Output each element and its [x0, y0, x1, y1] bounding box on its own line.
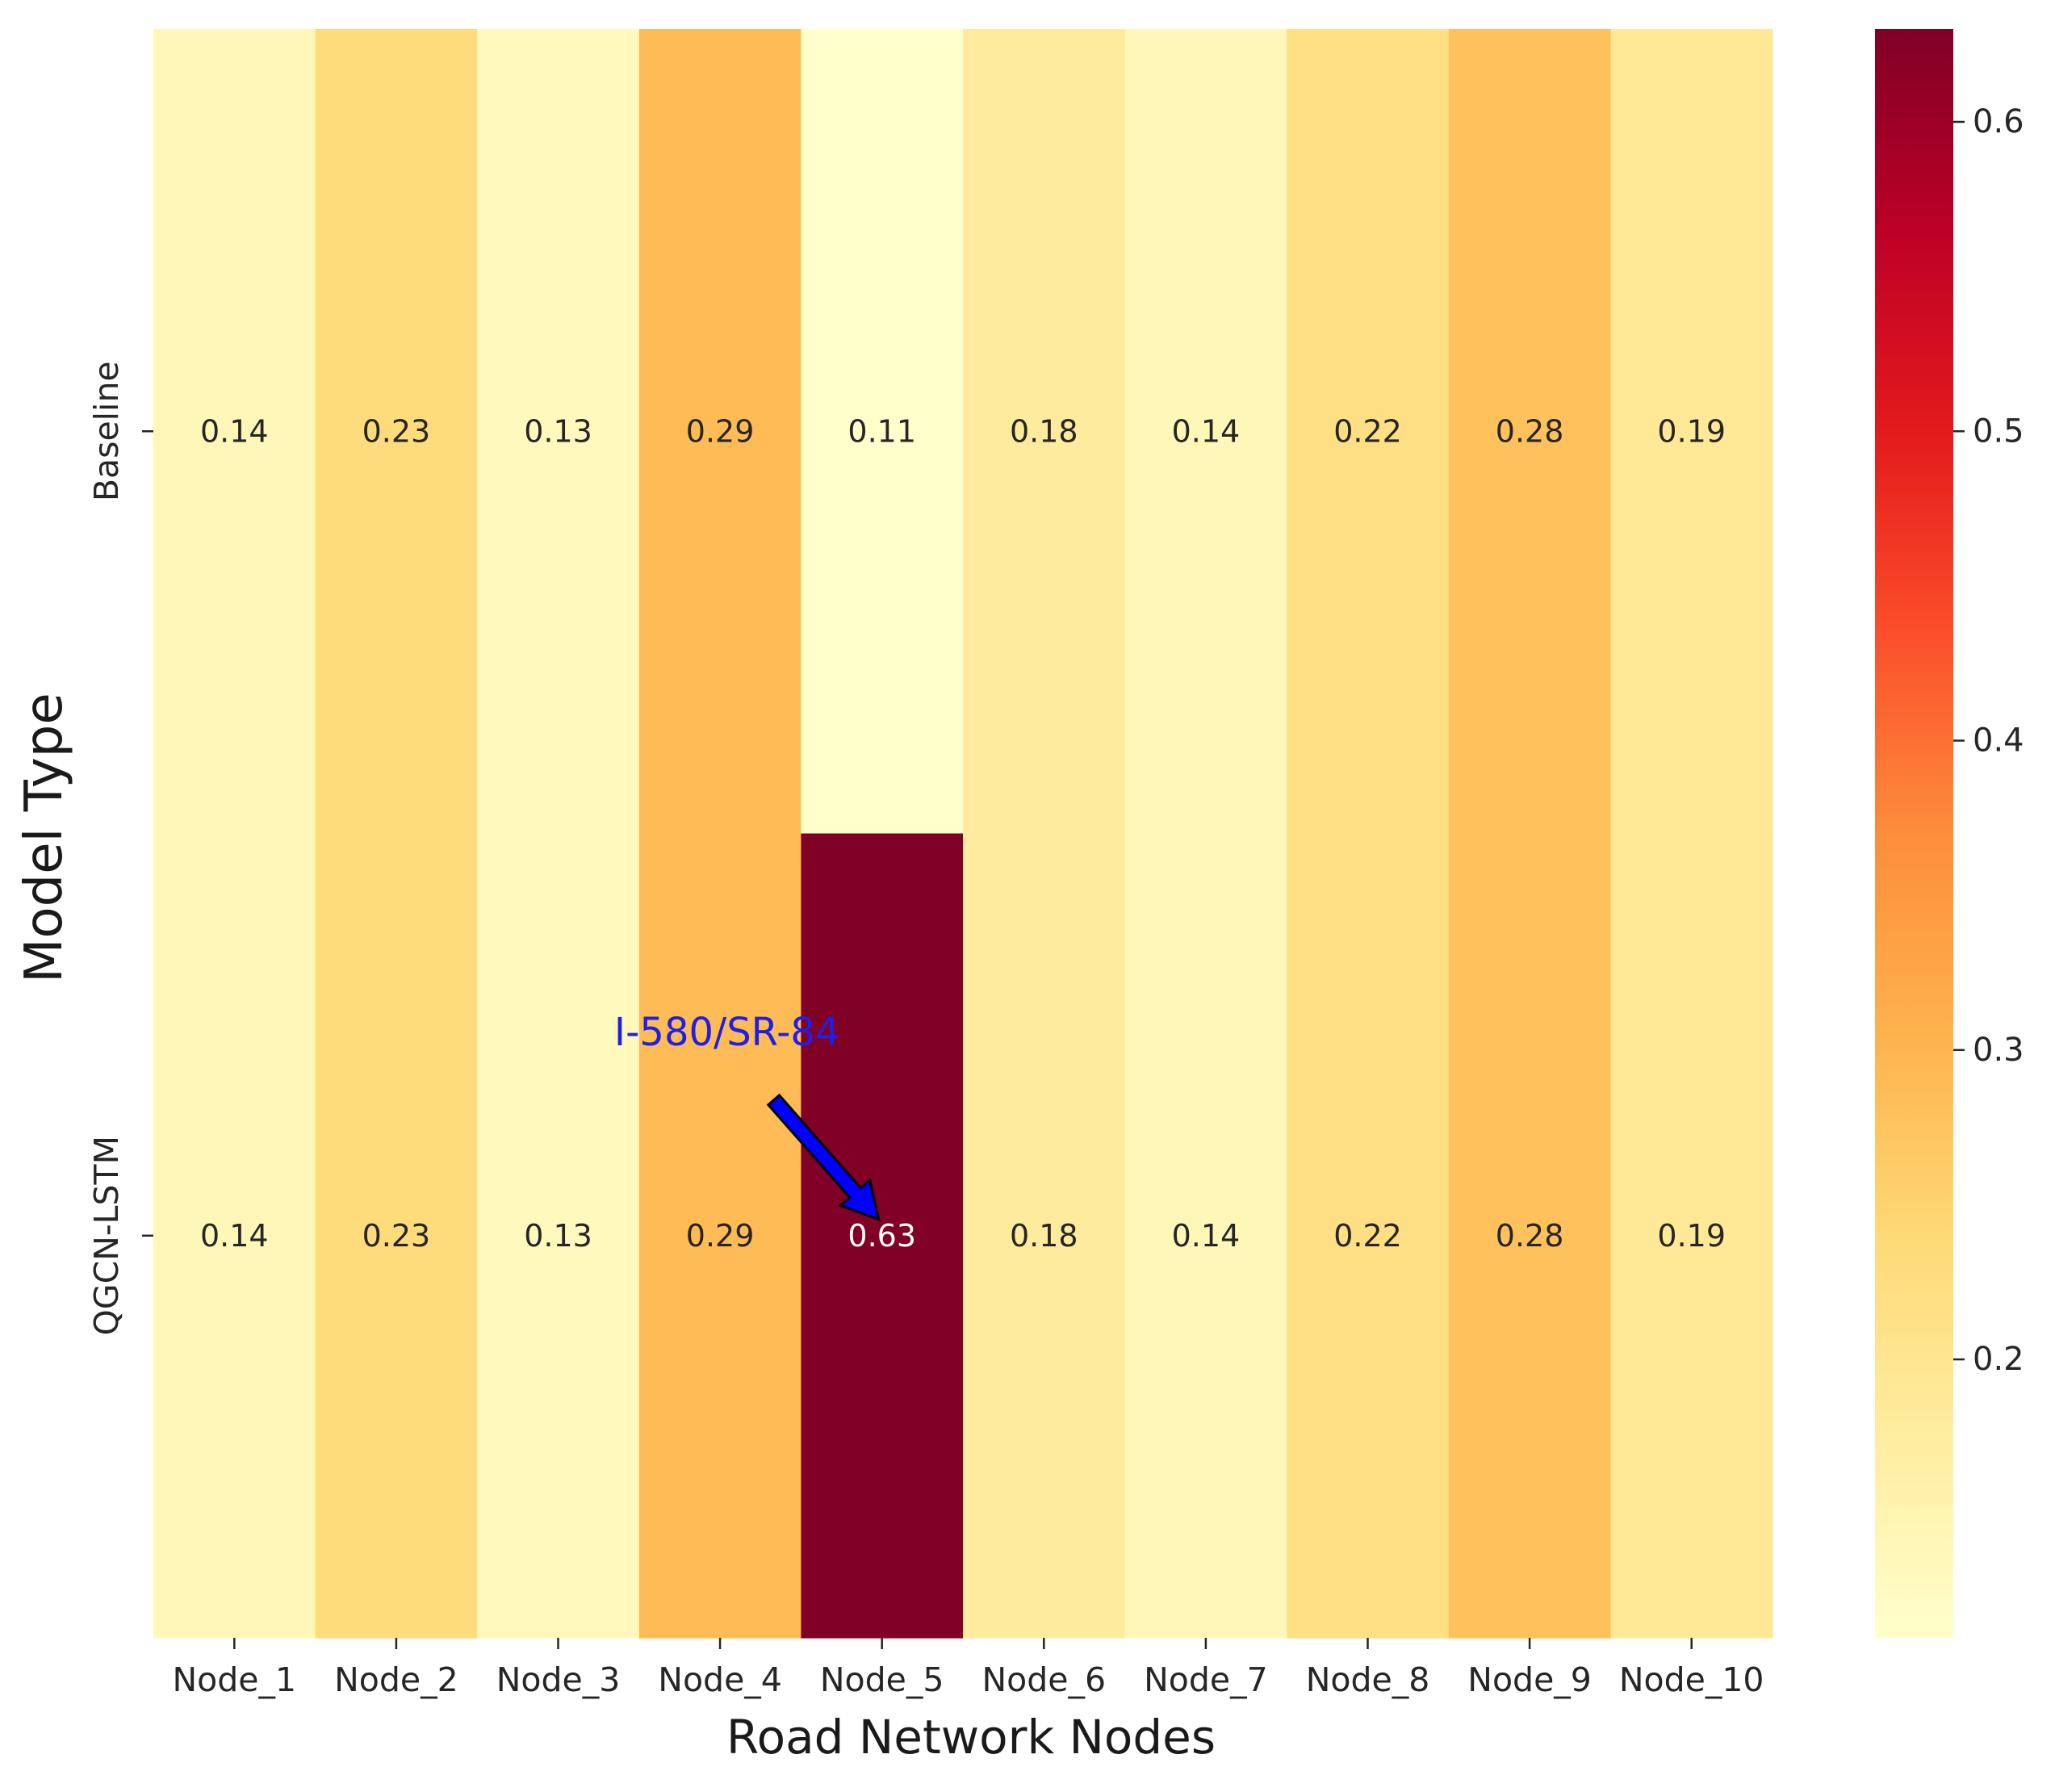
heatmap-cell	[801, 833, 964, 1639]
colorbar-tick-label: 0.5	[1973, 412, 2024, 450]
heatmap-cell	[315, 833, 478, 1639]
cell-value-label: 0.28	[1496, 1218, 1564, 1254]
heatmap-cell	[153, 833, 316, 1639]
heatmap-cell	[315, 29, 478, 835]
heatmap-cell	[477, 833, 640, 1639]
colorbar-tick-label: 0.3	[1973, 1032, 2024, 1069]
x-tick-label: Node_4	[658, 1660, 782, 1699]
x-tick-label: Node_6	[982, 1660, 1107, 1699]
cell-value-label: 0.14	[200, 413, 269, 449]
heatmap-cells	[153, 29, 1773, 1639]
y-axis: Baseline QGCN-LSTM	[87, 361, 153, 1335]
heatmap-cell	[963, 29, 1126, 835]
cell-value-label: 0.14	[1172, 413, 1241, 449]
x-tick-label: Node_3	[496, 1660, 621, 1699]
cell-value-label: 0.19	[1657, 1218, 1726, 1254]
x-tick-label: Node_7	[1144, 1660, 1268, 1699]
cell-value-label: 0.22	[1333, 1218, 1402, 1254]
heatmap-cell	[1610, 833, 1773, 1639]
cell-value-label: 0.63	[848, 1218, 916, 1254]
colorbar-tick-label: 0.4	[1973, 722, 2024, 760]
cell-value-label: 0.19	[1657, 413, 1726, 449]
annotation-arrow	[766, 1093, 881, 1222]
heatmap-cell	[1610, 29, 1773, 835]
cell-value-label: 0.14	[1172, 1218, 1241, 1254]
y-tick-label: QGCN-LSTM	[87, 1136, 126, 1335]
heatmap-cell	[638, 29, 801, 835]
cell-value-label: 0.23	[362, 413, 431, 449]
heatmap-cell	[1448, 833, 1611, 1639]
x-tick-label: Node_5	[820, 1660, 944, 1699]
heatmap-cell	[1124, 29, 1287, 835]
cell-value-label: 0.18	[1010, 413, 1078, 449]
colorbar-gradient-bar	[1875, 29, 1953, 1638]
heatmap-cell	[153, 29, 316, 835]
x-tick-label: Node_1	[173, 1660, 297, 1699]
cell-value-label: 0.29	[686, 1218, 755, 1254]
cell-value-label: 0.13	[524, 1218, 592, 1254]
colorbar-tick-label: 0.2	[1973, 1341, 2024, 1378]
annotation-label: I-580/SR-84	[614, 1010, 840, 1055]
y-axis-title: Model Type	[15, 693, 74, 983]
cell-value-label: 0.29	[686, 413, 755, 449]
cell-value-labels: 0.14 0.23 0.13 0.29 0.11 0.18 0.14 0.22 0.28 0.19…	[200, 413, 1726, 1254]
y-tick-label: Baseline	[87, 361, 126, 501]
heatmap-cell	[1448, 29, 1611, 835]
cell-value-label: 0.14	[200, 1218, 269, 1254]
cell-value-label: 0.18	[1010, 1218, 1078, 1254]
x-tick-label: Node_10	[1619, 1660, 1764, 1699]
cell-value-label: 0.22	[1333, 413, 1402, 449]
heatmap-cell	[801, 29, 964, 835]
cell-value-label: 0.23	[362, 1218, 431, 1254]
heatmap-cell	[638, 833, 801, 1639]
x-tick-label: Node_9	[1467, 1660, 1592, 1699]
x-axis: Node_1 Node_2 Node_3 Node_4 Node_5 Node_6 Node…	[173, 1638, 1764, 1699]
heatmap-cell	[963, 833, 1126, 1639]
colorbar-tick-label: 0.6	[1973, 103, 2024, 140]
heatmap-cell	[1287, 833, 1450, 1639]
heatmap-cell	[1124, 833, 1287, 1639]
cell-value-label: 0.11	[848, 413, 916, 449]
heatmap-cell	[477, 29, 640, 835]
heatmap-cell	[1287, 29, 1450, 835]
colorbar: 0.2 0.3 0.4 0.5 0.6	[1875, 29, 2024, 1638]
annotation: I-580/SR-84	[614, 1010, 881, 1222]
x-axis-title: Road Network Nodes	[726, 1710, 1216, 1765]
x-tick-label: Node_2	[334, 1660, 458, 1699]
x-tick-label: Node_8	[1306, 1660, 1430, 1699]
cell-value-label: 0.13	[524, 413, 592, 449]
cell-value-label: 0.28	[1496, 413, 1564, 449]
